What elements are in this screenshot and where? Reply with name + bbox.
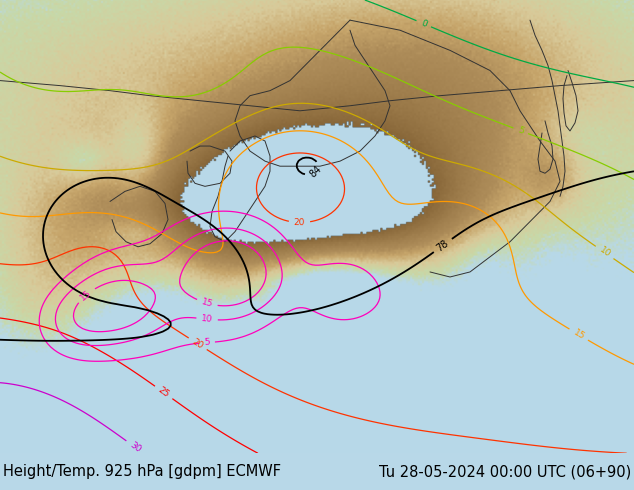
Text: 0: 0	[419, 19, 428, 29]
Text: 84: 84	[307, 164, 323, 180]
Text: 15: 15	[571, 328, 586, 342]
Text: 25: 25	[157, 386, 171, 399]
Text: 78: 78	[435, 238, 451, 253]
Text: 5: 5	[204, 338, 210, 347]
Text: 30: 30	[128, 440, 143, 454]
Text: 10: 10	[201, 314, 213, 324]
Text: 15: 15	[79, 288, 93, 302]
Text: Height/Temp. 925 hPa [gdpm] ECMWF: Height/Temp. 925 hPa [gdpm] ECMWF	[3, 464, 281, 479]
Text: 15: 15	[200, 297, 214, 309]
Text: 20: 20	[294, 218, 305, 227]
Text: 10: 10	[597, 245, 612, 259]
Text: Tu 28-05-2024 00:00 UTC (06+90): Tu 28-05-2024 00:00 UTC (06+90)	[378, 464, 631, 479]
Text: 5: 5	[517, 125, 525, 136]
Text: 20: 20	[190, 337, 205, 350]
